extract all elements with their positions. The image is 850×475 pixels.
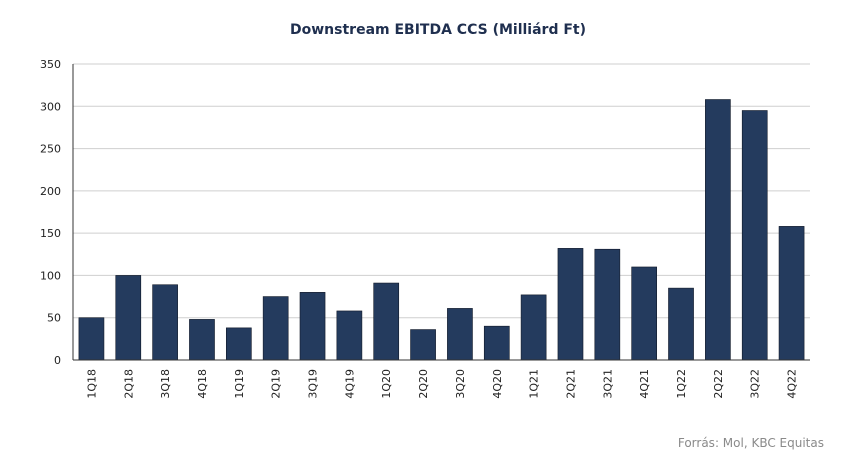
x-axis-ticks: 1Q18 2Q18 3Q18 4Q18 1Q19 2Q19 3Q19 4Q19 1Q20 2Q20… (85, 369, 798, 399)
bar-2q21 (557, 248, 584, 361)
x-tick-label: 3Q22 (749, 369, 762, 399)
y-tick-label: 200 (40, 185, 61, 198)
x-tick-label: 2Q22 (712, 369, 725, 399)
y-tick-label: 300 (40, 100, 61, 113)
bar-1q19 (225, 327, 252, 361)
bar-3q19 (299, 292, 326, 361)
gridlines (73, 63, 810, 319)
y-tick-label: 150 (40, 227, 61, 240)
y-tick-label: 0 (54, 354, 61, 367)
bar-2q19 (262, 296, 289, 361)
bar-4q21 (631, 266, 658, 361)
bar-3q18 (152, 284, 178, 361)
bars (78, 99, 805, 361)
x-tick-label: 1Q21 (528, 369, 541, 399)
x-tick-label: 2Q20 (417, 369, 430, 399)
x-tick-label: 4Q18 (196, 369, 209, 399)
bar-3q21 (594, 248, 621, 361)
bar-2q20 (410, 329, 436, 361)
y-axis-ticks: 0 50 100 150 200 250 300 350 (40, 58, 61, 367)
x-tick-label: 4Q20 (491, 369, 504, 399)
y-tick-label: 50 (47, 312, 61, 325)
chart-title: Downstream EBITDA CCS (Milliárd Ft) (290, 22, 586, 38)
x-tick-label: 2Q21 (564, 369, 577, 399)
bar-4q19 (336, 310, 363, 361)
bar-1q18 (78, 317, 105, 361)
bar-3q22 (741, 110, 768, 361)
bar-3q20 (447, 308, 473, 361)
bar-4q22 (778, 226, 805, 361)
x-tick-label: 1Q18 (85, 369, 98, 399)
x-tick-label: 4Q22 (786, 369, 799, 399)
x-tick-label: 1Q19 (233, 369, 246, 399)
x-tick-label: 4Q21 (638, 369, 651, 399)
bar-2q22 (705, 99, 731, 361)
source-note: Forrás: Mol, KBC Equitas (678, 436, 824, 450)
bar-1q20 (373, 282, 400, 361)
x-tick-label: 3Q20 (454, 369, 467, 399)
bar-2q18 (115, 275, 142, 361)
x-tick-label: 3Q19 (307, 369, 320, 399)
x-tick-label: 4Q19 (343, 369, 356, 399)
x-tick-label: 1Q22 (675, 369, 688, 399)
bar-4q20 (483, 325, 510, 361)
bar-4q18 (189, 319, 215, 361)
bar-1q22 (668, 287, 694, 361)
x-tick-label: 3Q18 (159, 369, 172, 399)
y-tick-label: 250 (40, 143, 61, 156)
y-tick-label: 350 (40, 58, 61, 71)
bar-1q21 (520, 294, 547, 361)
x-tick-label: 3Q21 (601, 369, 614, 399)
x-tick-label: 2Q19 (270, 369, 283, 399)
x-tick-label: 1Q20 (380, 369, 393, 399)
y-tick-label: 100 (40, 269, 61, 282)
x-tick-label: 2Q18 (122, 369, 135, 399)
